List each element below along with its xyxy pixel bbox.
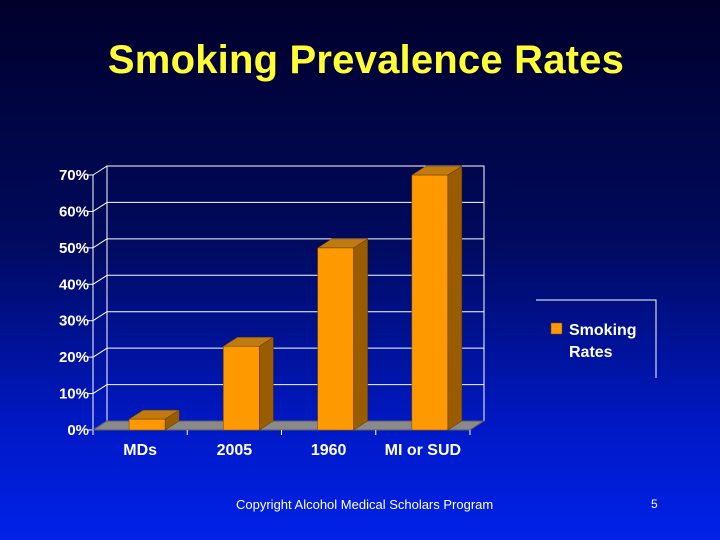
bar-top-3 (411, 165, 463, 176)
y-tick-label: 60% (59, 203, 89, 220)
x-category-label: MDs (123, 442, 157, 459)
y-tick-label: 10% (59, 386, 89, 403)
gridline-side (92, 238, 108, 249)
bar-1 (223, 345, 260, 431)
y-tick-label: 50% (59, 240, 89, 257)
x-category-label: MI or SUD (385, 442, 461, 459)
bar-side-2 (353, 238, 368, 431)
gridline-side (92, 274, 108, 285)
bar-top-0 (128, 409, 180, 420)
x-category-label: 2005 (217, 442, 253, 459)
plot-area: 0% 10% 20% 30% 40% 50% 60% 70% MDs 2005 1960 MI or … (59, 165, 486, 459)
x-category-label: 1960 (311, 442, 347, 459)
gridline-side (92, 384, 108, 394)
legend-frame (536, 299, 657, 378)
chart-legend: Smoking Rates (536, 299, 657, 378)
legend-label-line1: Smoking (569, 322, 637, 339)
bar-3 (411, 174, 449, 431)
bar-top-2 (316, 238, 369, 249)
gridline-side (92, 311, 108, 322)
bar-side-1 (259, 336, 274, 431)
y-tick-label: 40% (59, 276, 89, 293)
footer-copyright: Copyright Alcohol Medical Scholars Progr… (236, 497, 494, 512)
slide-title: Smoking Prevalence Rates (107, 38, 625, 82)
y-tick-label: 0% (67, 422, 89, 439)
gridline-side (92, 165, 108, 176)
gridline-side (92, 347, 108, 358)
gridline-side (92, 202, 108, 212)
y-tick-label: 70% (59, 167, 89, 184)
y-tick-label: 30% (59, 313, 89, 330)
legend-label-line2: Rates (569, 344, 613, 361)
bar-top-1 (222, 336, 275, 347)
page-number: 5 (651, 497, 658, 511)
y-tick-label: 20% (59, 349, 89, 366)
bar-side-3 (447, 165, 463, 431)
bar-2 (317, 247, 354, 431)
legend-swatch (550, 322, 563, 335)
bar-0 (128, 418, 166, 431)
